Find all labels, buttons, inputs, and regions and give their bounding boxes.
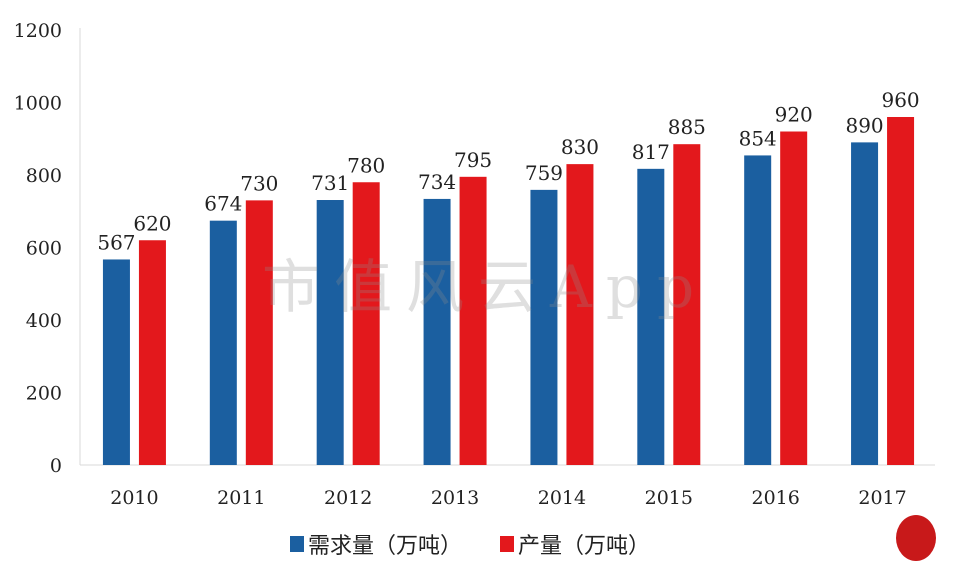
bar-output <box>352 182 380 465</box>
bar-demand <box>209 220 237 465</box>
data-label-demand: 890 <box>845 113 883 137</box>
bar-demand <box>423 198 451 466</box>
x-tick-label: 2016 <box>752 487 800 509</box>
x-tick-label: 2013 <box>431 487 479 509</box>
bar-demand <box>530 189 558 466</box>
legend-label-output: 产量（万吨） <box>518 534 651 559</box>
y-tick-label: 600 <box>26 238 62 260</box>
legend-label-demand: 需求量（万吨） <box>308 534 463 559</box>
bar-demand <box>102 259 130 465</box>
data-label-output: 795 <box>454 148 492 172</box>
bar-output <box>780 131 808 465</box>
data-label-output: 920 <box>775 103 813 127</box>
data-label-output: 620 <box>133 211 171 235</box>
logo-seal <box>896 515 936 561</box>
data-label-demand: 674 <box>204 192 242 216</box>
bar-output <box>459 176 487 465</box>
y-tick-label: 800 <box>26 165 62 187</box>
x-tick-label: 2011 <box>217 487 265 509</box>
data-label-output: 780 <box>347 153 385 177</box>
x-tick-label: 2017 <box>858 487 906 509</box>
x-tick-label: 2014 <box>538 487 586 509</box>
bar-demand <box>744 155 772 466</box>
data-label-output: 730 <box>240 171 278 195</box>
data-label-demand: 731 <box>311 171 349 195</box>
bar-output <box>673 144 701 465</box>
y-tick-label: 1000 <box>14 93 62 115</box>
legend-swatch-output <box>500 536 515 552</box>
x-tick-label: 2012 <box>324 487 372 509</box>
legend-item-demand: 需求量（万吨） <box>290 528 462 560</box>
data-label-output: 830 <box>561 135 599 159</box>
x-tick-label: 2010 <box>110 487 158 509</box>
bar-demand <box>637 168 665 465</box>
y-tick-label: 400 <box>26 310 62 332</box>
bar-output <box>566 164 594 465</box>
x-tick-label: 2015 <box>645 487 693 509</box>
data-label-output: 885 <box>668 115 706 139</box>
bar-output <box>138 240 166 465</box>
y-tick-label: 1200 <box>14 20 62 42</box>
legend-item-output: 产量（万吨） <box>500 528 650 560</box>
data-label-output: 960 <box>881 88 919 112</box>
bar-output <box>245 200 273 465</box>
legend: 需求量（万吨） 产量（万吨） <box>290 528 688 560</box>
data-label-demand: 817 <box>632 140 670 164</box>
y-tick-label: 200 <box>26 383 62 405</box>
bar-demand <box>851 142 879 465</box>
bar-output <box>887 117 915 465</box>
bar-demand <box>316 200 344 465</box>
data-label-demand: 567 <box>97 230 135 254</box>
y-tick-label: 0 <box>50 455 62 477</box>
legend-swatch-demand <box>290 536 304 552</box>
data-label-demand: 854 <box>739 126 777 150</box>
data-label-demand: 734 <box>418 170 456 194</box>
data-label-demand: 759 <box>525 161 563 185</box>
